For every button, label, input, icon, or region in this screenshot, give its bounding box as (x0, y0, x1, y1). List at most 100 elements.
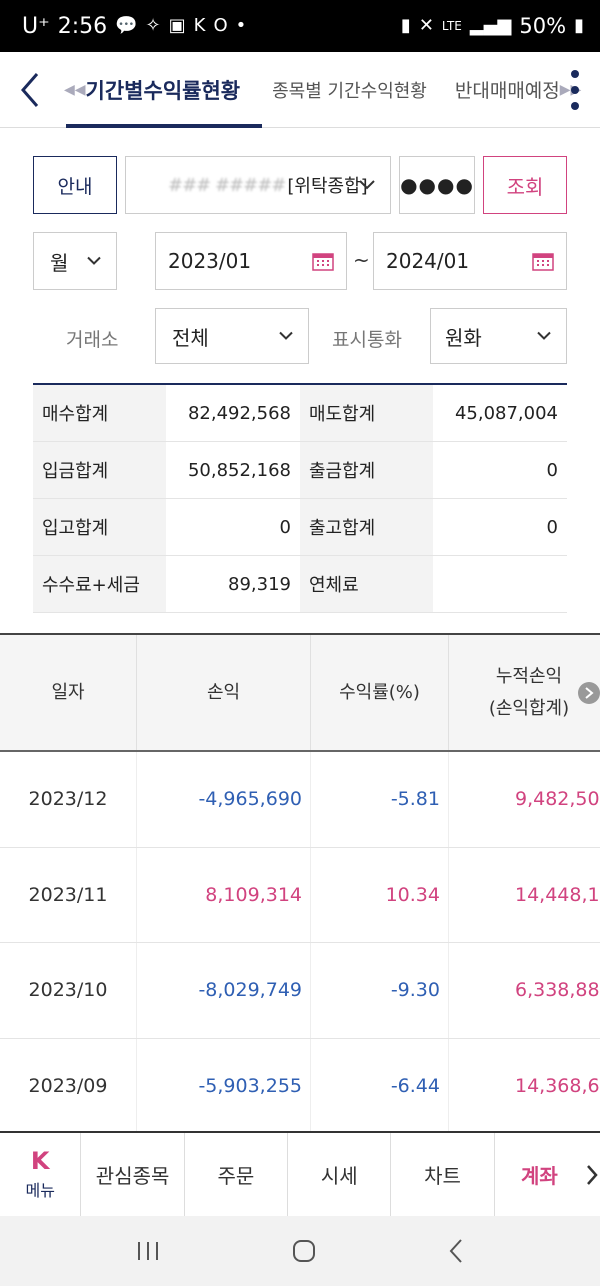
table-header: 일자 손익 수익률(%) 누적손익 (손익합계) (0, 635, 600, 752)
status-bar: U⁺ 2:56 💬 ✧ ▣ K O • ▮ ✕ LTE ▂▄▆ 50% ▮ (0, 0, 600, 52)
tab-stock-period-return-label: 종목별 기간수익현황 (272, 80, 427, 102)
nav-chart[interactable]: 차트 (391, 1133, 495, 1216)
chevron-right-icon (585, 687, 594, 699)
row-date: 2023/12 (0, 752, 137, 847)
summary-value: 0 (546, 459, 558, 481)
talk-notification-icon: 💬 (115, 15, 138, 36)
recent-apps-icon[interactable] (135, 1240, 161, 1262)
nav-scroll-right-button[interactable] (584, 1133, 600, 1216)
row-cumulative: 14,368,63 (515, 1074, 600, 1097)
summary-row: 매수합계 82,492,568 매도합계 45,087,004 (33, 385, 567, 442)
summary-row: 입고합계 0 출고합계 0 (33, 499, 567, 556)
summary-key: 입금합계 (33, 442, 166, 498)
nav-account[interactable]: 계좌 (521, 1164, 558, 1188)
data-saver-icon: ▮ (400, 15, 411, 36)
more-options-button[interactable] (564, 64, 586, 116)
row-cumulative: 9,482,50 (515, 788, 600, 811)
summary-value: 0 (546, 516, 558, 538)
more-dot-icon (571, 102, 579, 110)
row-cumulative: 14,448,19 (515, 883, 600, 906)
nav-quotes[interactable]: 시세 (288, 1133, 392, 1216)
row-rate: -9.30 (311, 943, 449, 1038)
summary-table: 매수합계 82,492,568 매도합계 45,087,004 입금합계 50,… (33, 383, 567, 613)
account-row: 안내 ### ##### [위탁종합] ●●●● 조회 (33, 156, 567, 214)
tab-bar: ◀◀ 기간별수익률현황 종목별 기간수익현황 반대매매예정 ▶▶ (0, 52, 600, 128)
battery-level: 50% (519, 14, 567, 38)
summary-value (433, 556, 567, 612)
calendar-icon[interactable] (532, 251, 554, 271)
currency-select[interactable]: 원화 (430, 308, 567, 364)
tab-forced-sale-label: 반대매매예정 (454, 80, 560, 102)
dot-icon: • (235, 15, 247, 36)
summary-row: 수수료+세금 89,319 연체료 (33, 556, 567, 613)
summary-key: 매수합계 (33, 385, 166, 441)
period-select[interactable]: 월 (33, 232, 117, 290)
row-date: 2023/09 (0, 1038, 137, 1131)
summary-value: 50,852,168 (187, 459, 291, 481)
filter-row: 거래소 전체 표시통화 원화 (33, 308, 567, 364)
table-row[interactable]: 2023/10 -8,029,749 -9.30 6,338,88 (0, 943, 600, 1039)
sparkle-icon: ✧ (145, 15, 161, 36)
row-pnl: -5,903,255 (137, 1038, 311, 1131)
calendar-icon[interactable] (312, 251, 334, 271)
table-row[interactable]: 2023/09 -5,903,255 -6.44 14,368,63 (0, 1038, 600, 1131)
table-scroll-right-button[interactable] (578, 682, 600, 704)
more-dot-icon (571, 70, 579, 78)
header-cumulative: 누적손익 (손익합계) (449, 635, 600, 750)
more-dot-icon (571, 86, 579, 94)
period-value: 월 (50, 250, 69, 275)
bottom-nav: K 메뉴 관심종목 주문 시세 차트 계좌 (0, 1131, 600, 1216)
summary-key: 입고합계 (33, 499, 166, 555)
currency-value: 원화 (445, 325, 482, 350)
returns-table[interactable]: 일자 손익 수익률(%) 누적손익 (손익합계) 2023/12 -4,965,… (0, 633, 600, 1131)
tab-stock-period-return[interactable]: 종목별 기간수익현황 (272, 52, 427, 128)
summary-key: 출금합계 (300, 442, 433, 498)
tab-forced-sale[interactable]: 반대매매예정 ▶▶ (455, 52, 581, 128)
table-row[interactable]: 2023/11 8,109,314 10.34 14,448,19 (0, 847, 600, 943)
mute-icon: ✕ (418, 15, 434, 36)
summary-value: 45,087,004 (454, 402, 558, 424)
circle-icon: O (213, 15, 228, 36)
home-icon[interactable] (291, 1238, 317, 1264)
summary-value: 82,492,568 (187, 402, 291, 424)
header-cumulative-line2: (손익합계) (488, 697, 570, 719)
nav-order[interactable]: 주문 (185, 1133, 289, 1216)
chevron-down-icon (359, 180, 375, 190)
password-field[interactable]: ●●●● (399, 156, 475, 214)
date-to-field[interactable]: 2024/01 (373, 232, 567, 290)
app-notification-icon: K (193, 15, 206, 36)
app-logo-icon: K (30, 1146, 50, 1175)
tab-period-return[interactable]: ◀◀ 기간별수익률현황 (60, 52, 263, 128)
back-icon[interactable] (447, 1238, 465, 1264)
currency-label: 표시통화 (332, 329, 402, 351)
back-button[interactable] (0, 52, 60, 128)
row-rate: -5.81 (311, 752, 449, 847)
table-row[interactable]: 2023/12 -4,965,690 -5.81 9,482,50 (0, 752, 600, 848)
market-value: 전체 (172, 325, 209, 350)
summary-key: 수수료+세금 (33, 556, 166, 612)
market-select[interactable]: 전체 (155, 308, 309, 364)
account-select[interactable]: ### ##### [위탁종합] (125, 156, 391, 214)
back-arrow-icon (21, 72, 39, 107)
row-pnl: 8,109,314 (137, 847, 311, 942)
password-mask: ●●●● (400, 173, 474, 197)
nav-menu[interactable]: K 메뉴 (0, 1133, 82, 1216)
nav-watchlist[interactable]: 관심종목 (81, 1133, 185, 1216)
date-from-field[interactable]: 2023/01 (155, 232, 347, 290)
row-rate: -6.44 (311, 1038, 449, 1131)
account-number-masked: ### ##### (168, 174, 286, 196)
system-nav-bar (0, 1216, 600, 1286)
nav-menu-label: 메뉴 (25, 1180, 55, 1200)
summary-row: 입금합계 50,852,168 출금합계 0 (33, 442, 567, 499)
signal-icon: ▂▄▆ (469, 15, 512, 36)
lte-icon: LTE (441, 19, 462, 33)
search-button[interactable]: 조회 (483, 156, 567, 214)
summary-value: 0 (279, 516, 291, 538)
row-date: 2023/11 (0, 847, 137, 942)
guide-button[interactable]: 안내 (33, 156, 117, 214)
date-to-value: 2024/01 (386, 249, 470, 273)
row-pnl: -4,965,690 (137, 752, 311, 847)
tab-scroll-left-icon: ◀◀ (64, 81, 86, 98)
market-label: 거래소 (66, 329, 119, 351)
date-separator: ~ (353, 248, 370, 272)
